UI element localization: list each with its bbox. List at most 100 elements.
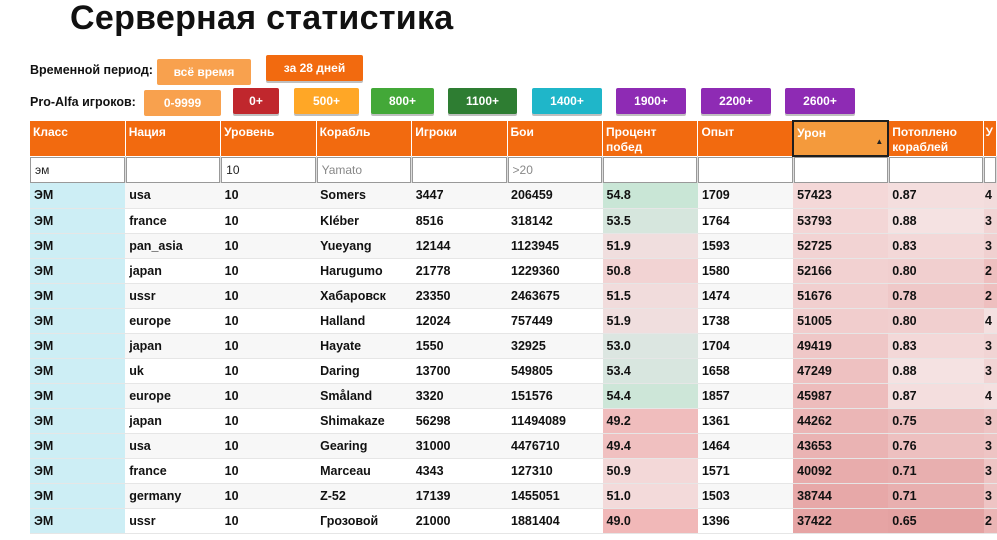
cell-battles: 2463675 <box>507 283 603 309</box>
table-row: ЭМ europe 10 Halland 12024 757449 51.9 1738 5100… <box>30 308 997 334</box>
pro-filter-1100-button[interactable]: 1100+ <box>448 88 517 114</box>
filter-cell <box>507 156 604 183</box>
pro-filter-1900-button[interactable]: 1900+ <box>616 88 686 114</box>
cell-battles: 4476710 <box>507 433 603 459</box>
header-ships-sunk[interactable]: Потоплено кораблей <box>888 121 985 156</box>
pro-filter-500-button[interactable]: 500+ <box>294 88 359 114</box>
table-row: ЭМ usa 10 Somers 3447 206459 54.8 1709 57423 0.87… <box>30 183 997 209</box>
cell-ship: Хабаровск <box>316 283 412 309</box>
header-class[interactable]: Класс <box>30 121 126 156</box>
cell-damage: 49419 <box>793 333 889 359</box>
cell-tier: 10 <box>220 308 317 334</box>
cell-nation: france <box>125 458 221 484</box>
cell-winrate: 54.4 <box>602 383 698 409</box>
filter-experience-input[interactable] <box>698 156 793 183</box>
cell-battles: 151576 <box>507 383 603 409</box>
pro-filter-2200-button[interactable]: 2200+ <box>701 88 771 114</box>
cell-ship: Halland <box>316 308 412 334</box>
cell-damage: 53793 <box>793 208 889 234</box>
header-truncated[interactable]: У <box>983 121 997 156</box>
cell-class: ЭМ <box>30 458 126 484</box>
cell-truncated: 3 <box>983 358 997 384</box>
sort-ascending-icon: ▲ <box>875 137 884 146</box>
filter-cell <box>125 156 222 183</box>
filter-players-input[interactable] <box>412 156 507 183</box>
cell-nation: uk <box>125 358 221 384</box>
table-row: ЭМ japan 10 Shimakaze 56298 11494089 49.2 1361 4… <box>30 408 997 434</box>
cell-truncated: 3 <box>983 208 997 234</box>
cell-damage: 45987 <box>793 383 889 409</box>
header-battles[interactable]: Бои <box>507 121 604 156</box>
cell-winrate: 51.5 <box>602 283 698 309</box>
cell-nation: usa <box>125 183 221 209</box>
cell-damage: 37422 <box>793 508 889 534</box>
cell-winrate: 51.9 <box>602 233 698 259</box>
cell-class: ЭМ <box>30 383 126 409</box>
cell-players: 17139 <box>411 483 508 509</box>
table-row: ЭМ ussr 10 Грозовой 21000 1881404 49.0 1396 3742… <box>30 508 997 534</box>
cell-ship: Kléber <box>316 208 412 234</box>
cell-ships-sunk: 0.83 <box>888 333 984 359</box>
header-experience[interactable]: Опыт <box>697 121 794 156</box>
cell-damage: 40092 <box>793 458 889 484</box>
cell-ship: Z-52 <box>316 483 412 509</box>
cell-experience: 1704 <box>697 333 794 359</box>
cell-class: ЭМ <box>30 433 126 459</box>
pro-filter-2600-button[interactable]: 2600+ <box>785 88 855 114</box>
cell-battles: 757449 <box>507 308 603 334</box>
header-tier[interactable]: Уровень <box>220 121 317 156</box>
cell-class: ЭМ <box>30 258 126 284</box>
cell-winrate: 53.0 <box>602 333 698 359</box>
period-all-time-button[interactable]: всё время <box>157 59 251 85</box>
cell-experience: 1503 <box>697 483 794 509</box>
cell-tier: 10 <box>220 208 317 234</box>
cell-ships-sunk: 0.83 <box>888 233 984 259</box>
cell-truncated: 4 <box>983 383 997 409</box>
header-nation[interactable]: Нация <box>125 121 222 156</box>
pro-filter-0-9999-button[interactable]: 0-9999 <box>144 90 221 116</box>
header-damage[interactable]: Урон ▲ <box>792 120 890 157</box>
cell-damage: 43653 <box>793 433 889 459</box>
table-row: ЭМ germany 10 Z-52 17139 1455051 51.0 1503 38744… <box>30 483 997 509</box>
cell-players: 1550 <box>411 333 508 359</box>
cell-nation: france <box>125 208 221 234</box>
header-players[interactable]: Игроки <box>411 121 508 156</box>
filter-battles-input[interactable] <box>507 156 602 183</box>
header-ship[interactable]: Корабль <box>316 121 413 156</box>
period-28-days-button[interactable]: за 28 дней <box>266 55 363 81</box>
cell-ship: Shimakaze <box>316 408 412 434</box>
filter-class-input[interactable] <box>30 156 125 183</box>
filter-sunk-input[interactable] <box>888 156 984 183</box>
filter-last-input[interactable] <box>984 156 996 183</box>
cell-players: 13700 <box>411 358 508 384</box>
cell-tier: 10 <box>220 183 317 209</box>
pro-filter-800-button[interactable]: 800+ <box>371 88 434 114</box>
cell-nation: japan <box>125 258 221 284</box>
cell-tier: 10 <box>220 508 317 534</box>
filter-winrate-input[interactable] <box>603 156 698 183</box>
table-row: ЭМ pan_asia 10 Yueyang 12144 1123945 51.9 1593 5… <box>30 233 997 259</box>
filter-nation-input[interactable] <box>125 156 221 183</box>
cell-tier: 10 <box>220 358 317 384</box>
cell-experience: 1857 <box>697 383 794 409</box>
filter-damage-input[interactable] <box>793 157 888 183</box>
cell-tier: 10 <box>220 483 317 509</box>
cell-experience: 1361 <box>697 408 794 434</box>
filter-cell <box>983 156 997 183</box>
cell-winrate: 50.9 <box>602 458 698 484</box>
pro-players-label: Pro-Alfa игроков: <box>30 95 136 109</box>
pro-filter-0-button[interactable]: 0+ <box>233 88 279 114</box>
filter-ship-input[interactable] <box>316 156 412 183</box>
filter-cell <box>220 156 317 183</box>
header-winrate[interactable]: Процент побед <box>602 121 699 156</box>
cell-battles: 11494089 <box>507 408 603 434</box>
filter-tier-input[interactable] <box>221 156 316 183</box>
cell-damage: 52725 <box>793 233 889 259</box>
pro-filter-1400-button[interactable]: 1400+ <box>532 88 602 114</box>
cell-battles: 127310 <box>507 458 603 484</box>
cell-class: ЭМ <box>30 508 126 534</box>
cell-tier: 10 <box>220 383 317 409</box>
cell-nation: pan_asia <box>125 233 221 259</box>
cell-tier: 10 <box>220 333 317 359</box>
cell-tier: 10 <box>220 408 317 434</box>
